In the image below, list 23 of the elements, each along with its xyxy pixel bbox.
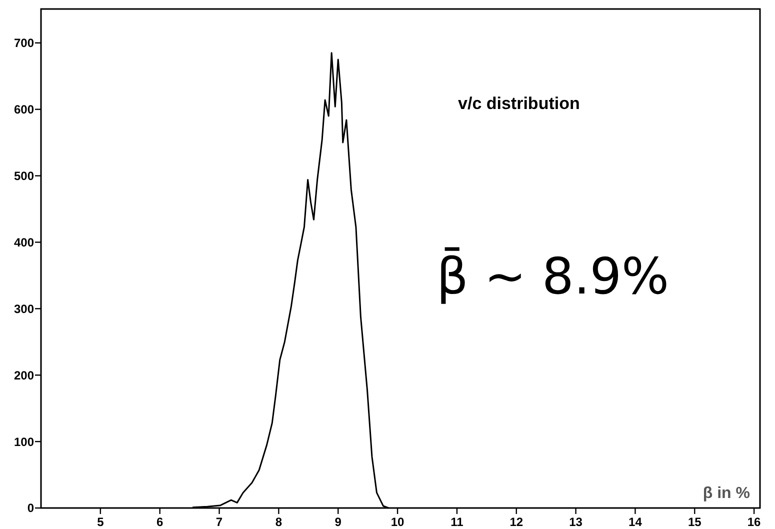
x-tick-label: 15 xyxy=(688,515,702,529)
annotation: β̄ ~ 8.9% xyxy=(436,246,670,306)
y-tick-label: 700 xyxy=(14,36,34,50)
x-tick-label: 14 xyxy=(628,515,642,529)
y-tick-label: 300 xyxy=(14,302,34,316)
y-tick-label: 400 xyxy=(14,235,34,250)
y-tick-label: 0 xyxy=(27,501,34,516)
annotation: v/c distribution xyxy=(458,94,580,113)
x-tick-label: 13 xyxy=(569,515,583,529)
x-tick-label: 6 xyxy=(156,515,164,529)
x-tick-label: 11 xyxy=(450,515,464,529)
x-tick-label: 12 xyxy=(510,515,524,529)
x-tick-label: 8 xyxy=(275,515,282,529)
y-tick-label: 600 xyxy=(14,102,34,117)
x-tick-label: 7 xyxy=(216,515,223,529)
x-tick-label: 10 xyxy=(390,515,405,529)
y-tick-label: 100 xyxy=(14,434,34,449)
x-tick-label: 9 xyxy=(334,515,342,529)
y-tick-label: 500 xyxy=(14,168,34,183)
x-axis-title: β in % xyxy=(702,485,750,502)
y-tick-label: 200 xyxy=(14,368,34,382)
x-tick-label: 5 xyxy=(97,515,104,529)
x-tick-label: 16 xyxy=(747,515,762,529)
